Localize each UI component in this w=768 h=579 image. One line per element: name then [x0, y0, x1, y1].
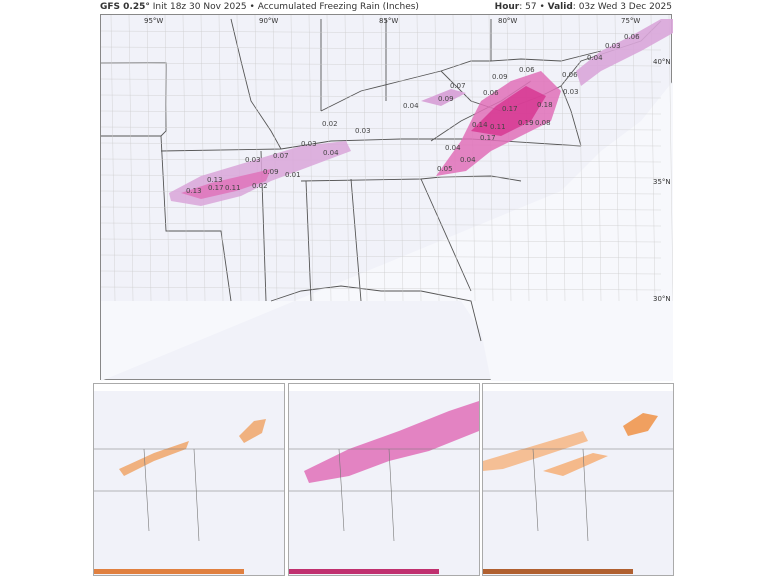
thumbnail-header	[289, 384, 479, 391]
value-label: 0.04	[445, 144, 461, 152]
value-label: 0.17	[480, 134, 496, 142]
value-label: 0.03	[605, 42, 621, 50]
header-left: GFS 0.25° Init 18z 30 Nov 2025 • Accumul…	[100, 2, 419, 12]
thumbnail-freezing-rain[interactable]	[288, 383, 480, 576]
thumbnail-snow-ratio-a[interactable]	[93, 383, 285, 576]
value-label: 0.11	[490, 123, 506, 131]
value-label: 0.04	[460, 156, 476, 164]
valid-label: Valid	[547, 2, 573, 12]
lon-label: 85°W	[379, 17, 398, 25]
init-time: Init 18z 30 Nov 2025	[152, 2, 247, 12]
thumbnail-map	[483, 413, 673, 574]
value-label: 0.19	[518, 119, 534, 127]
value-label: 0.03	[563, 88, 579, 96]
precip-area-appalachian-core	[471, 86, 546, 136]
lon-label: 90°W	[259, 17, 278, 25]
value-label: 0.09	[263, 168, 279, 176]
value-label: 0.06	[483, 89, 499, 97]
map-canvas: 0.13 0.170.130.11 0.020.09 0.010.03 0.070.03…	[100, 14, 674, 381]
precip-area-southwest-core	[181, 169, 271, 199]
value-label: 0.09	[492, 73, 508, 81]
value-label: 0.09	[438, 95, 454, 103]
value-label: 0.07	[273, 152, 289, 160]
value-label: 0.08	[535, 119, 551, 127]
thumbnail-map	[94, 419, 284, 574]
lon-label: 80°W	[498, 17, 517, 25]
value-label: 0.03	[301, 140, 317, 148]
ocean	[101, 81, 673, 381]
value-labels: 0.13 0.170.130.11 0.020.09 0.010.03 0.070.03…	[186, 33, 640, 195]
value-label: 0.02	[322, 120, 338, 128]
map-header: GFS 0.25° Init 18z 30 Nov 2025 • Accumul…	[100, 0, 672, 14]
precip-area-northeast	[576, 19, 673, 86]
thumbnail-header	[483, 384, 673, 391]
value-label: 0.06	[562, 71, 578, 79]
lon-label: 75°W	[621, 17, 640, 25]
lat-label: 30°N	[653, 295, 671, 303]
value-label: 0.04	[587, 54, 603, 62]
value-label: 0.07	[450, 82, 466, 90]
lat-label: 40°N	[653, 58, 671, 66]
lon-label: 95°W	[144, 17, 163, 25]
thumbnail-map	[289, 401, 479, 574]
value-label: 0.13	[186, 187, 202, 195]
value-label: 0.03	[245, 156, 261, 164]
value-label: 0.14	[472, 121, 488, 129]
hour-value: 57	[525, 2, 537, 12]
hour-label: Hour	[494, 2, 520, 12]
value-label: 0.17	[502, 105, 518, 113]
value-label: 0.03	[355, 127, 371, 135]
value-label: 0.11	[225, 184, 241, 192]
header-right: Hour: 57 • Valid: 03z Wed 3 Dec 2025	[494, 2, 672, 12]
main-map: 0.13 0.17 0.13 0.11 0.02 0.09 0.01 0.03 0.07 0.03…	[100, 14, 674, 381]
value-label: 0.04	[403, 102, 419, 110]
value-label: 0.06	[624, 33, 640, 41]
value-label: 0.13	[207, 176, 223, 184]
value-label: 0.17	[208, 184, 224, 192]
value-label: 0.06	[519, 66, 535, 74]
axis-labels: 95°W 90°W 85°W 80°W 75°W 40°N 35°N 30°N	[144, 17, 671, 303]
value-label: 0.05	[437, 165, 453, 173]
freezing-rain-areas	[169, 19, 673, 206]
model-name: GFS 0.25°	[100, 2, 150, 12]
value-label: 0.01	[285, 171, 301, 179]
value-label: 0.18	[537, 101, 553, 109]
value-label: 0.02	[252, 182, 268, 190]
precip-area-kentucky	[421, 89, 466, 106]
lat-label: 35°N	[653, 178, 671, 186]
thumbnail-snow-ratio-b[interactable]	[482, 383, 674, 576]
valid-time: 03z Wed 3 Dec 2025	[578, 2, 672, 12]
product-name: Accumulated Freezing Rain (Inches)	[257, 2, 419, 12]
value-label: 0.04	[323, 149, 339, 157]
thumbnail-header	[94, 384, 284, 391]
